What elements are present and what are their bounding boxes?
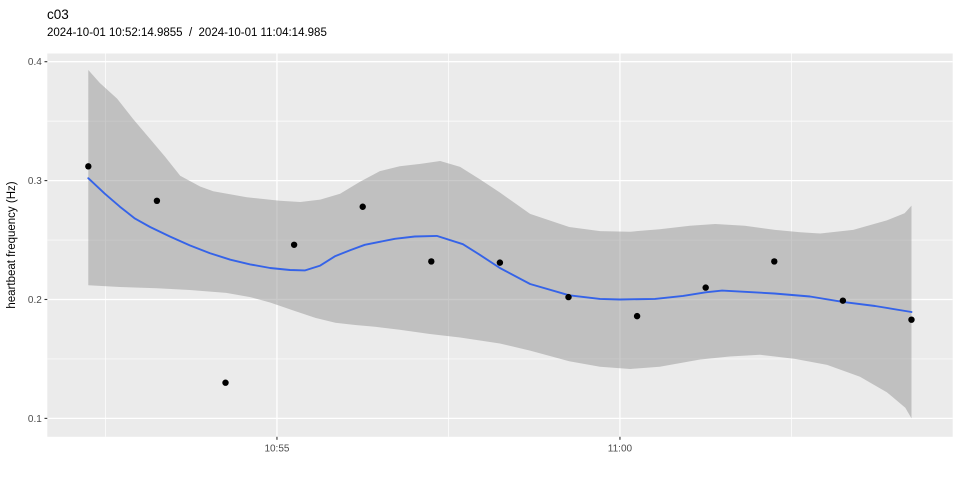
data-point — [771, 258, 778, 265]
data-point — [222, 379, 229, 386]
confidence-ribbon — [88, 70, 912, 419]
data-point — [633, 312, 641, 320]
data-point — [496, 259, 504, 266]
y-tick-label: 0.3 — [28, 176, 42, 187]
x-tick-label: 10:55 — [264, 443, 289, 454]
data-point — [153, 197, 161, 205]
data-point — [565, 293, 572, 301]
chart-title: c03 — [47, 7, 69, 22]
data-point — [908, 316, 915, 323]
y-axis-title: heartbeat frequency (Hz) — [6, 181, 18, 309]
data-point — [839, 297, 847, 304]
data-point — [290, 241, 298, 248]
y-tick-label: 0.1 — [28, 414, 42, 425]
data-point — [359, 203, 366, 210]
y-tick-label: 0.2 — [28, 295, 42, 306]
data-point — [428, 258, 435, 265]
data-point — [702, 284, 709, 291]
x-tick-label: 11:00 — [608, 443, 633, 454]
chart-subtitle: 2024-10-01 10:52:14.9855 / 2024-10-01 11… — [47, 27, 327, 39]
smooth-line — [87, 177, 913, 313]
data-point — [85, 163, 92, 170]
y-tick-label: 0.4 — [28, 57, 42, 68]
